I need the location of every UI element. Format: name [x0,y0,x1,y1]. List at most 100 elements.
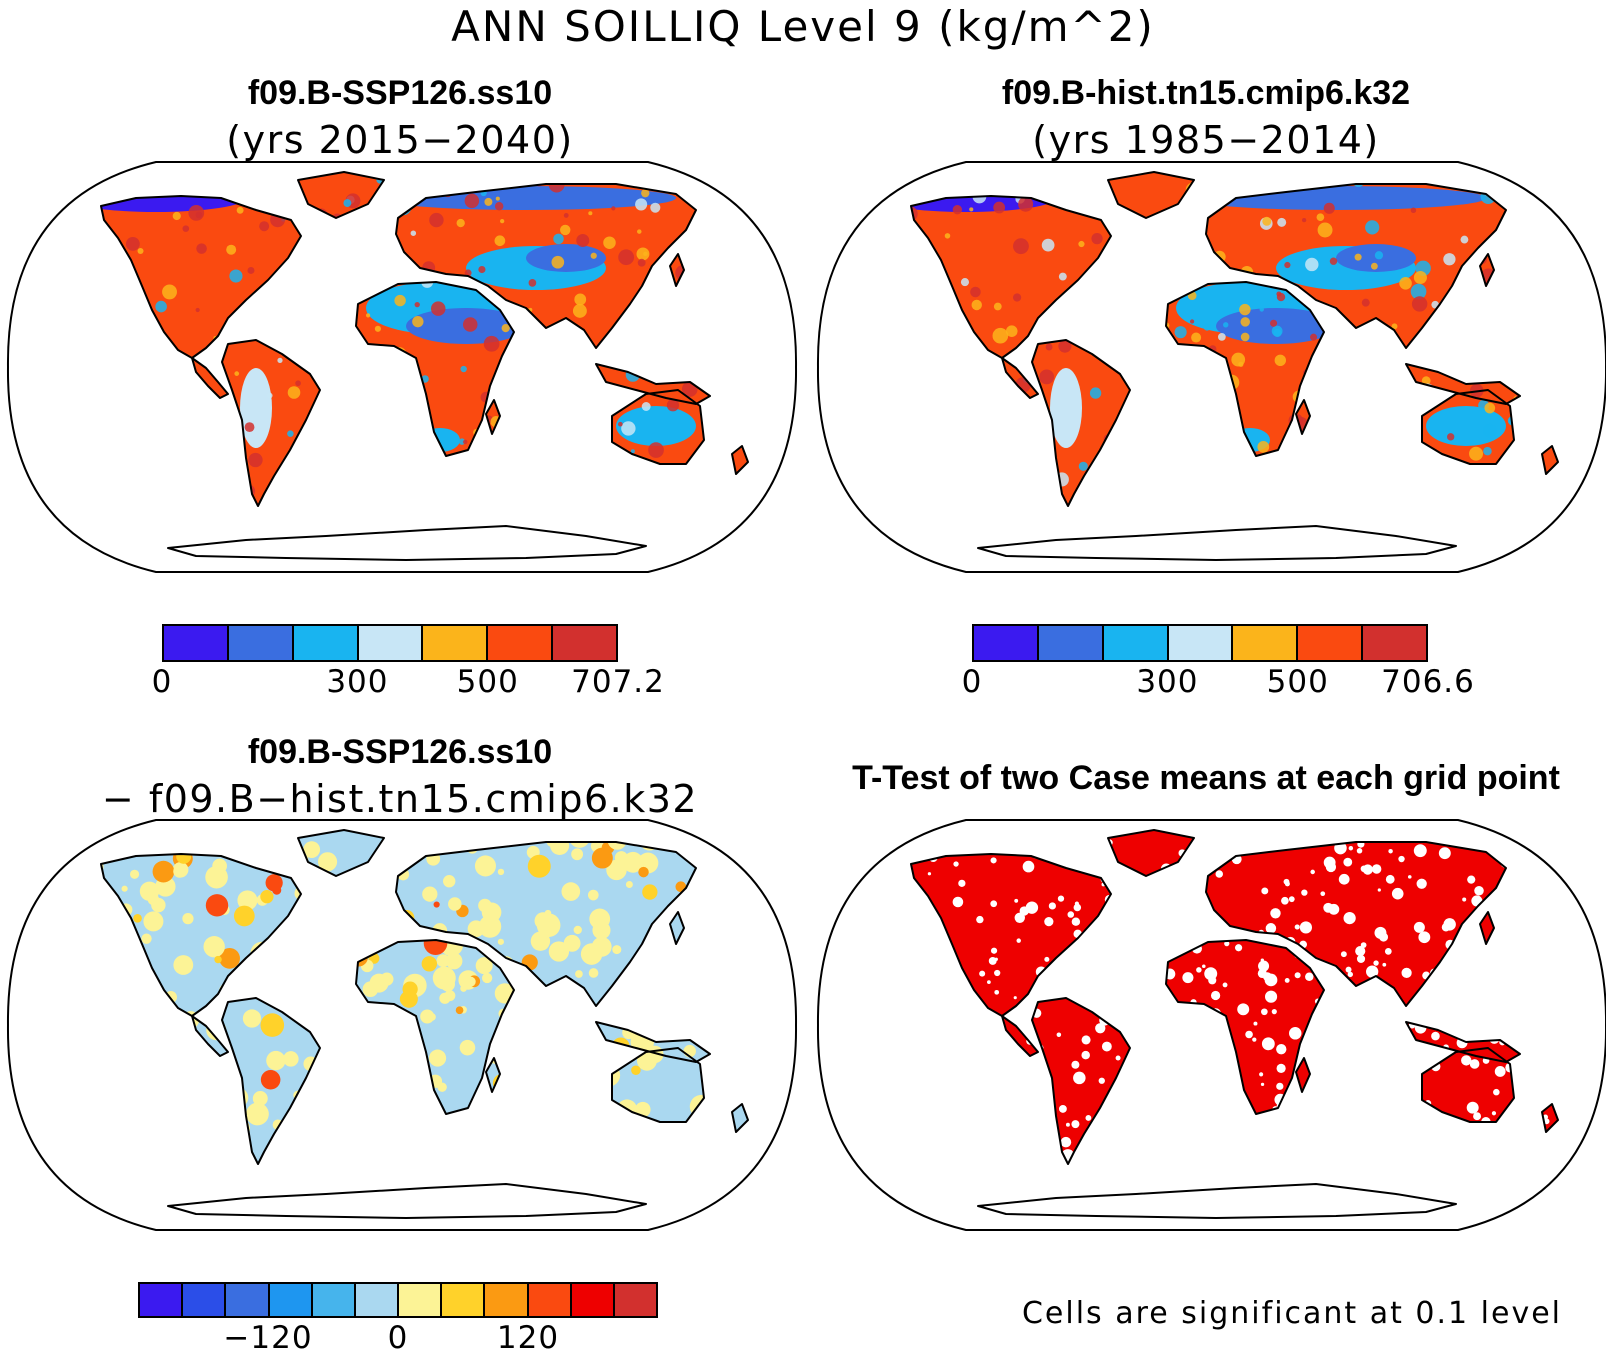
coastline-madagascar [1295,1057,1311,1093]
colorbar-swatch [164,626,229,660]
colorbar-tick-label: 707.2 [571,664,665,700]
coastline-japan [1479,253,1495,287]
coastline-north-america [910,853,1112,1017]
coastline-australia [611,389,705,465]
significance-footnote: Cells are significant at 0.1 level [1021,1296,1562,1331]
colorbar-swatch [355,1284,400,1316]
coastline-central-america [1001,357,1039,399]
colorbar-tick-label: 0 [151,664,173,700]
coastline-new-zealand [731,1103,749,1133]
colorbar-swatch [183,1284,227,1316]
coastline-australia [1421,1047,1515,1123]
colorbar-swatch [358,626,424,660]
colorbar-swatch [1103,626,1169,660]
panel-1-map [6,161,798,573]
colorbar-swatch [1363,626,1427,660]
coastline-greenland [1107,829,1195,877]
colorbar-tick-label: 300 [326,664,389,700]
panel-1-subtitle: (yrs 2015−2040) [226,118,574,162]
colorbar-swatch [488,626,554,660]
coastline-antarctica [977,1183,1457,1219]
coastline-south-america [221,997,321,1165]
panel-3-title: f09.B-SSP126.ss10 [247,733,553,771]
colorbar-tick-label: 500 [1266,664,1329,700]
coastline-north-america [910,195,1112,359]
colorbar-tick-label: 500 [456,664,519,700]
colorbar-swatch [228,626,294,660]
colorbar-tick-label: 0 [387,1320,409,1356]
colorbar-swatch [974,626,1039,660]
coastline-greenland [1107,171,1195,219]
colorbar-tick-label: 300 [1136,664,1199,700]
coastline-madagascar [485,399,501,435]
coastline-japan [1479,911,1495,945]
colorbar-swatch [226,1284,270,1316]
coastline-japan [669,253,685,287]
colorbar-swatch [1038,626,1104,660]
colorbar-2 [972,624,1428,662]
colorbar-swatch [399,1284,443,1316]
colorbar-tick-label: 120 [496,1320,560,1356]
coastline-central-america [191,1015,229,1057]
coastline-madagascar [485,1057,501,1093]
coastline-antarctica [167,525,647,561]
panel-4-title: T-Test of two Case means at each grid po… [852,759,1560,797]
coastline-eurasia [395,841,697,1007]
colorbar-tick-label: 0 [961,664,983,700]
coastline-greenland [297,171,385,219]
coastline-antarctica [167,1183,647,1219]
coastline-north-america [100,853,302,1017]
colorbar-swatch [614,1284,657,1316]
panel-2-title: f09.B-hist.tn15.cmip6.k32 [1001,74,1411,112]
coastline-south-america [1031,997,1131,1165]
coastline-africa [355,939,515,1115]
colorbar-3 [138,1282,658,1318]
colorbar-swatch [312,1284,356,1316]
colorbar-swatch [485,1284,529,1316]
coastline-eurasia [395,183,697,349]
coastline-indonesia [1405,363,1521,405]
coastline-antarctica [977,525,1457,561]
coastline-madagascar [1295,399,1311,435]
coastline-eurasia [1205,841,1507,1007]
panel-3-map [6,819,798,1231]
colorbar-swatch [1168,626,1234,660]
panel-3-subtitle: − f09.B−hist.tn15.cmip6.k32 [101,777,699,821]
colorbar-1 [162,624,618,662]
coastline-new-zealand [731,445,749,475]
colorbar-swatch [140,1284,184,1316]
colorbar-swatch [1298,626,1364,660]
colorbar-swatch [423,626,489,660]
coastline-central-america [1001,1015,1039,1057]
coastline-africa [1165,281,1325,457]
colorbar-swatch [571,1284,615,1316]
coastline-australia [1421,389,1515,465]
coastline-new-zealand [1541,445,1559,475]
coastline-new-zealand [1541,1103,1559,1133]
coastline-central-america [191,357,229,399]
coastline-indonesia [595,363,711,405]
colorbar-swatch [269,1284,313,1316]
coastline-north-america [100,195,302,359]
coastline-africa [355,281,515,457]
coastline-south-america [221,339,321,507]
colorbar-swatch [293,626,359,660]
coastline-australia [611,1047,705,1123]
coastline-africa [1165,939,1325,1115]
coastline-japan [669,911,685,945]
colorbar-swatch [1233,626,1299,660]
colorbar-swatch [442,1284,486,1316]
colorbar-tick-label: 706.6 [1381,664,1475,700]
colorbar-swatch [553,626,617,660]
figure-title: ANN SOILLIQ Level 9 (kg/m^2) [451,2,1155,51]
colorbar-swatch [528,1284,572,1316]
panel-2-map [816,161,1606,573]
colorbar-tick-label: −120 [223,1320,313,1356]
coastline-eurasia [1205,183,1507,349]
coastline-south-america [1031,339,1131,507]
panel-4-map [816,819,1606,1231]
coastline-greenland [297,829,385,877]
panel-2-subtitle: (yrs 1985−2014) [1032,118,1380,162]
panel-1-title: f09.B-SSP126.ss10 [247,74,553,112]
coastline-indonesia [1405,1021,1521,1063]
